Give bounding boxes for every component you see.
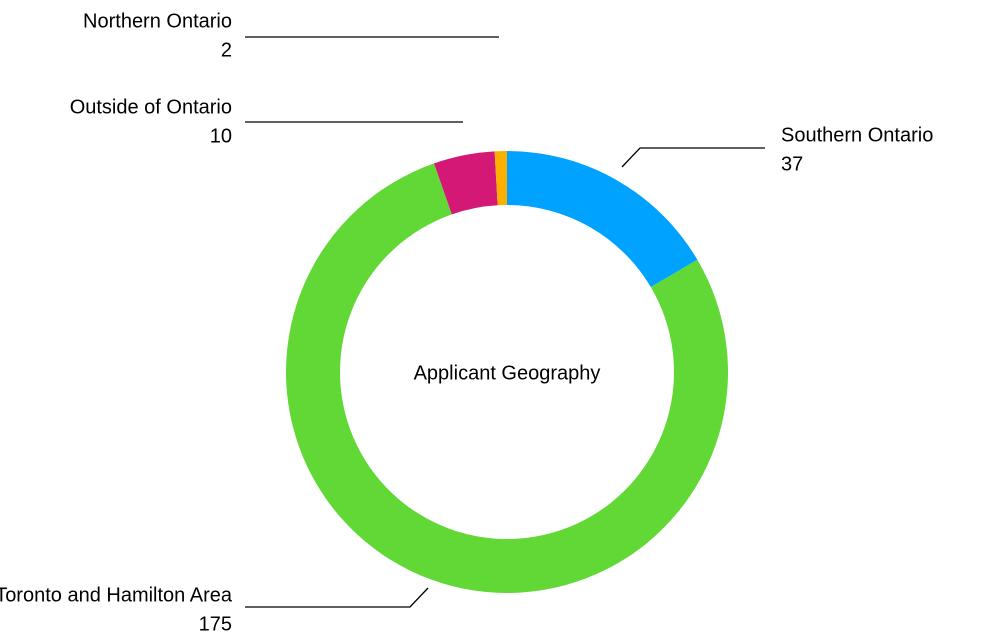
leader-line <box>621 147 765 168</box>
slice-value: 175 <box>199 613 232 635</box>
slice-value: 10 <box>210 125 232 147</box>
slice-value: 37 <box>781 153 803 175</box>
chart-title: Applicant Geography <box>414 362 601 384</box>
slice-label: Outside of Ontario <box>70 96 232 118</box>
slice-value: 2 <box>221 39 232 61</box>
donut-slice <box>507 151 698 288</box>
slice-label: Southern Ontario <box>781 124 933 146</box>
slice-label: Northern Ontario <box>83 10 232 32</box>
donut-slice <box>434 151 498 215</box>
slice-label: Toronto and Hamilton Area <box>0 584 233 606</box>
donut-slice <box>494 151 507 206</box>
leader-line <box>245 587 429 608</box>
